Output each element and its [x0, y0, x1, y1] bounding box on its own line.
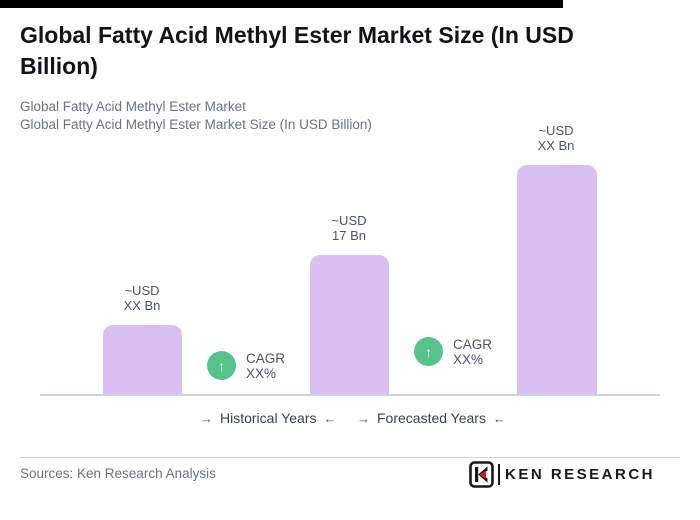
- bar-historical-2: [310, 255, 389, 395]
- up-arrow-glyph: ↑: [218, 357, 225, 374]
- subtitle-block: Global Fatty Acid Methyl Ester Market Gl…: [20, 98, 372, 134]
- bar-historical-1: [103, 325, 182, 395]
- left-arrow-icon: ←: [323, 411, 337, 426]
- axis-label-historical-years: → Historical Years ←: [200, 410, 337, 426]
- ken-research-logo: KEN RESEARCH: [469, 461, 655, 488]
- bar-forecast: [517, 165, 597, 395]
- bar1-label-line1: ~USD: [124, 283, 160, 298]
- cagr1-line2: XX%: [246, 365, 277, 381]
- bar2-label-line1: ~USD: [331, 213, 367, 228]
- cagr-annotation-2: ↑ CAGR XX%: [414, 337, 492, 367]
- bar2-label-line2: 17 Bn: [332, 227, 366, 243]
- axis-label-forecasted-years: → Forecasted Years ←: [357, 410, 506, 426]
- cagr-text-1: CAGR XX%: [246, 351, 285, 381]
- forecasted-years-label: Forecasted Years: [377, 410, 486, 426]
- bar-value-label-2: ~USD 17 Bn: [289, 213, 409, 243]
- bar3-label-line2: XX Bn: [537, 137, 575, 153]
- cagr-annotation-1: ↑ CAGR XX%: [207, 351, 285, 381]
- bar-value-label-1: ~USD XX Bn: [82, 283, 202, 313]
- right-arrow-icon: →: [357, 411, 370, 426]
- ken-research-shield-icon: [469, 461, 494, 488]
- cagr2-line2: XX%: [453, 351, 484, 367]
- page-title: Global Fatty Acid Methyl Ester Market Si…: [20, 22, 574, 79]
- right-arrow-icon: →: [200, 411, 213, 426]
- bar1-label-line2: XX Bn: [123, 297, 161, 313]
- cagr-up-arrow-icon: ↑: [414, 337, 443, 366]
- top-black-bar: [0, 0, 563, 8]
- left-arrow-icon: ←: [492, 411, 506, 426]
- bar3-label-line1: ~USD: [538, 123, 574, 138]
- subtitle-line-2: Global Fatty Acid Methyl Ester Market Si…: [20, 117, 372, 132]
- cagr1-line1: CAGR: [246, 351, 286, 366]
- bar-value-label-3: ~USD XX Bn: [496, 123, 616, 153]
- cagr2-line1: CAGR: [453, 337, 493, 352]
- up-arrow-glyph: ↑: [425, 343, 432, 360]
- sources-text: Sources: Ken Research Analysis: [20, 466, 216, 481]
- logo-divider-bar: [497, 464, 500, 485]
- historical-years-label: Historical Years: [220, 410, 317, 426]
- footer-divider: [20, 457, 680, 458]
- x-axis-line: [40, 394, 660, 396]
- cagr-text-2: CAGR XX%: [453, 337, 492, 367]
- logo-wordmark: KEN RESEARCH: [504, 466, 655, 483]
- cagr-up-arrow-icon: ↑: [207, 351, 236, 380]
- subtitle-line-1: Global Fatty Acid Methyl Ester Market: [20, 99, 246, 114]
